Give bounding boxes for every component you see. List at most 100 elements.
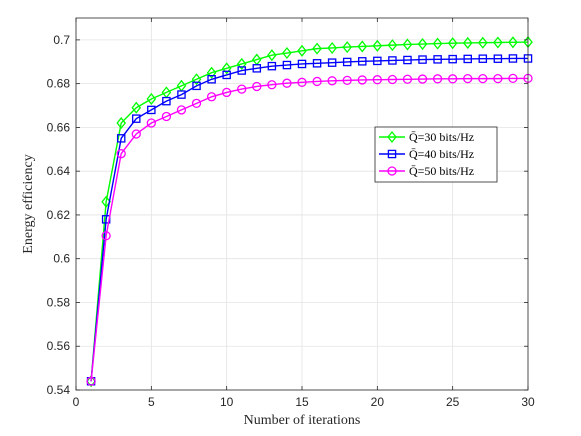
- data-point-marker: [357, 75, 367, 85]
- y-axis-label: Energy efficiency: [21, 154, 36, 253]
- data-point-marker: [267, 80, 277, 90]
- data-point-marker: [508, 54, 518, 63]
- data-point-marker: [402, 38, 413, 51]
- y-tick-label: 0.66: [47, 120, 71, 134]
- axis-ticks: 0 5 10 15 20 25 30 0.54 0.56 0.58 0.6 0.62 0.64 0.66 0…: [47, 18, 535, 409]
- data-point-marker: [463, 73, 473, 84]
- data-point-marker: [297, 77, 307, 87]
- data-point-marker: [101, 195, 111, 208]
- data-point-marker: [388, 56, 397, 65]
- legend-item: Q̄=30 bits/Hz: [379, 130, 474, 144]
- data-point-marker: [116, 149, 126, 159]
- data-point-marker: [131, 129, 141, 139]
- data-point-marker: [221, 62, 232, 75]
- y-tick-label: 0.62: [47, 208, 71, 222]
- y-tick-label: 0.58: [47, 295, 71, 309]
- data-point-marker: [116, 134, 126, 143]
- data-point-marker: [177, 90, 186, 99]
- y-tick-label: 0.64: [47, 164, 71, 178]
- data-point-marker: [207, 75, 216, 84]
- series-2: [86, 54, 533, 386]
- data-point-marker: [86, 376, 96, 386]
- data-point-marker: [236, 57, 247, 70]
- data-point-marker: [448, 74, 458, 84]
- data-point-marker: [478, 73, 488, 84]
- data-point-marker: [508, 73, 518, 84]
- y-tick-label: 0.54: [47, 383, 71, 397]
- data-point-marker: [206, 66, 217, 79]
- data-point-marker: [327, 58, 337, 67]
- data-point-marker: [417, 74, 428, 84]
- data-point-marker: [447, 37, 458, 50]
- data-point-marker: [116, 116, 127, 130]
- data-point-marker: [192, 81, 201, 91]
- data-point-marker: [432, 74, 443, 84]
- data-point-marker: [237, 84, 247, 94]
- data-point-marker: [312, 76, 322, 87]
- series-1: [86, 36, 533, 388]
- data-point-marker: [342, 57, 352, 67]
- x-tick-label: 25: [446, 395, 460, 409]
- data-point-marker: [357, 40, 368, 53]
- data-point-marker: [327, 41, 337, 55]
- data-point-marker: [387, 74, 398, 85]
- x-tick-label: 20: [371, 395, 385, 409]
- data-point-marker: [477, 36, 488, 49]
- data-point-marker: [161, 111, 172, 122]
- data-point-marker: [493, 73, 503, 84]
- x-tick-label: 30: [521, 395, 535, 409]
- series-3: [86, 73, 533, 386]
- data-point-marker: [342, 75, 352, 86]
- y-tick-label: 0.7: [53, 33, 70, 47]
- data-point-marker: [297, 44, 307, 57]
- data-point-marker: [191, 73, 202, 86]
- data-point-marker: [433, 55, 442, 64]
- x-tick-label: 0: [73, 395, 80, 409]
- data-point-marker: [372, 75, 382, 85]
- legend-marker: [387, 166, 397, 176]
- legend-label: Q̄=50 bits/Hz: [409, 164, 474, 178]
- data-point-marker: [312, 59, 322, 68]
- x-tick-label: 10: [220, 395, 234, 409]
- data-point-marker: [358, 57, 367, 66]
- data-point-marker: [327, 76, 337, 86]
- data-point-marker: [508, 36, 518, 49]
- data-point-marker: [282, 46, 292, 60]
- data-point-marker: [176, 105, 187, 115]
- data-point-marker: [417, 37, 428, 51]
- data-point-marker: [418, 55, 427, 64]
- data-point-marker: [146, 118, 156, 128]
- legend-label: Q̄=30 bits/Hz: [409, 130, 474, 144]
- data-point-marker: [462, 36, 473, 49]
- data-point-marker: [147, 105, 156, 115]
- data-point-marker: [282, 78, 292, 88]
- data-point-marker: [448, 54, 457, 64]
- series-line: [90, 57, 528, 382]
- legend-item: Q̄=40 bits/Hz: [379, 147, 474, 161]
- data-point-marker: [282, 60, 292, 70]
- data-point-marker: [372, 39, 383, 52]
- data-point-marker: [342, 41, 353, 54]
- data-point-marker: [478, 54, 488, 63]
- data-point-marker: [312, 42, 322, 55]
- data-point-marker: [463, 54, 472, 64]
- data-point-marker: [493, 54, 503, 63]
- x-tick-label: 5: [148, 395, 155, 409]
- data-point-marker: [252, 64, 262, 73]
- data-point-marker: [222, 87, 232, 98]
- data-point-marker: [191, 98, 202, 108]
- data-point-marker: [373, 56, 382, 66]
- legend-marker: [387, 130, 397, 144]
- data-point-marker: [132, 114, 141, 123]
- data-point-marker: [206, 92, 217, 102]
- data-point-marker: [222, 70, 231, 80]
- x-tick-label: 15: [295, 395, 309, 409]
- data-point-marker: [403, 55, 412, 65]
- data-point-marker: [146, 92, 157, 106]
- data-point-marker: [131, 101, 142, 114]
- legend-label: Q̄=40 bits/Hz: [409, 147, 474, 161]
- data-point-marker: [252, 81, 262, 92]
- data-point-marker: [101, 231, 111, 241]
- legend-item: Q̄=50 bits/Hz: [379, 164, 474, 178]
